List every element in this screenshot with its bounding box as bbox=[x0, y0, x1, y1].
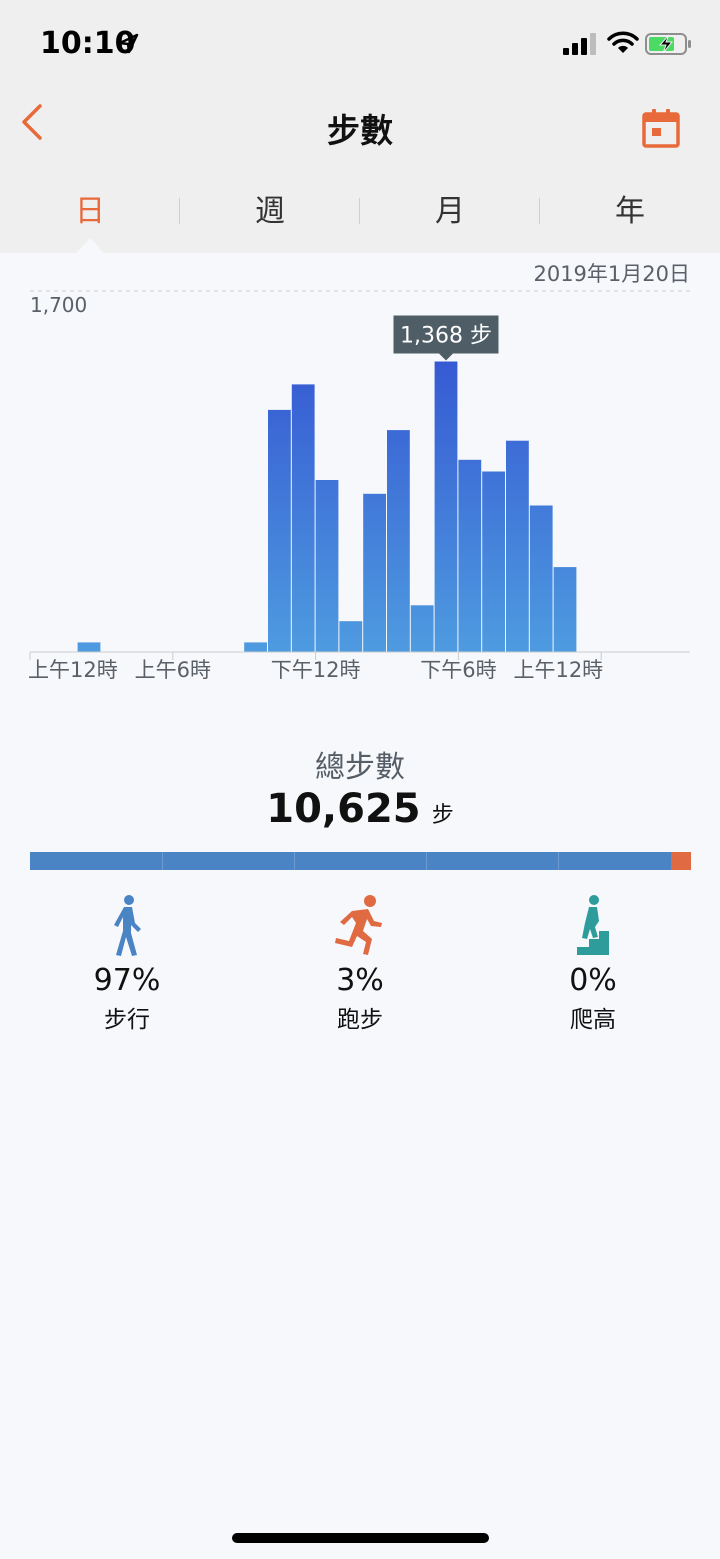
tab-month[interactable]: 月 bbox=[360, 182, 540, 242]
tab-day-label: 日 bbox=[75, 194, 105, 229]
nav-bar: 步數 bbox=[0, 90, 720, 170]
tooltip-arrow bbox=[439, 353, 453, 361]
total-steps-label: 總步數 bbox=[315, 750, 405, 785]
bar-hour-10[interactable] bbox=[268, 409, 291, 652]
climb-percent: 0% bbox=[569, 963, 617, 998]
battery-charging-icon bbox=[645, 33, 691, 55]
activity-climb: 0% 爬高 bbox=[493, 893, 693, 1034]
bar-hour-19[interactable] bbox=[482, 471, 505, 653]
bar-hour-11[interactable] bbox=[291, 384, 315, 652]
page-title: 步數 bbox=[327, 111, 393, 150]
tab-month-label: 月 bbox=[435, 194, 465, 229]
bar-hour-17[interactable] bbox=[434, 361, 458, 653]
walk-percent: 97% bbox=[93, 963, 161, 998]
total-steps-value: 10,625 bbox=[266, 786, 421, 832]
tab-year-label: 年 bbox=[615, 194, 645, 229]
running-person-icon bbox=[335, 895, 382, 955]
active-tab-pointer bbox=[76, 238, 104, 253]
location-arrow-icon bbox=[118, 33, 139, 54]
bar-hour-9[interactable] bbox=[244, 642, 267, 652]
x-tick-label: 上午6時 bbox=[135, 658, 211, 682]
x-tick-label: 下午6時 bbox=[420, 658, 496, 682]
tab-divider bbox=[539, 198, 540, 224]
tab-week-label: 週 bbox=[255, 194, 285, 229]
tab-year[interactable]: 年 bbox=[540, 182, 720, 242]
climb-label: 爬高 bbox=[570, 1007, 616, 1033]
bar-hour-15[interactable] bbox=[387, 430, 410, 652]
chevron-left-icon[interactable] bbox=[18, 102, 48, 142]
tooltip-value: 1,368 步 bbox=[400, 324, 492, 349]
activity-run: 3% 跑步 bbox=[260, 893, 460, 1034]
total-steps-row: 10,625 步 bbox=[0, 786, 720, 832]
y-tick-label-max: 1,700 bbox=[30, 293, 87, 317]
bar-hour-18[interactable] bbox=[458, 459, 482, 652]
run-segment bbox=[671, 852, 691, 870]
segment-tick bbox=[558, 852, 559, 870]
x-tick-label: 上午12時 bbox=[513, 658, 603, 682]
status-bar: 10:10 bbox=[0, 0, 720, 90]
walk-label: 步行 bbox=[104, 1007, 150, 1033]
tab-divider bbox=[359, 198, 360, 224]
x-tick-label: 上午12時 bbox=[28, 658, 118, 682]
period-tabs: 日 週 月 年 bbox=[0, 182, 720, 242]
run-percent: 3% bbox=[336, 963, 384, 998]
tab-week[interactable]: 週 bbox=[180, 182, 360, 242]
bar-hour-21[interactable] bbox=[529, 505, 553, 653]
steps-bar-chart[interactable]: 1,700 上午12時 上午6時 下午12時 下午6時 上午12時 1,368 步 bbox=[0, 285, 720, 705]
activity-split-bar bbox=[30, 852, 691, 870]
bar-hour-16[interactable] bbox=[410, 605, 434, 652]
calendar-icon[interactable] bbox=[642, 108, 680, 148]
header-area: 10:10 步數 bbox=[0, 0, 720, 253]
cellular-signal-icon bbox=[563, 33, 596, 55]
bar-hour-14[interactable] bbox=[363, 493, 386, 652]
walk-segment bbox=[30, 852, 672, 870]
home-indicator[interactable] bbox=[232, 1533, 489, 1543]
chart-tooltip: 1,368 步 bbox=[393, 315, 499, 361]
wifi-icon bbox=[607, 31, 639, 53]
x-tick-label: 下午12時 bbox=[271, 658, 361, 682]
bar-hour-22[interactable] bbox=[553, 567, 577, 652]
tooltip-box bbox=[393, 315, 499, 354]
segment-tick bbox=[294, 852, 295, 870]
run-label: 跑步 bbox=[337, 1007, 383, 1033]
bar-hour-20[interactable] bbox=[506, 440, 529, 652]
total-steps-unit: 步 bbox=[431, 803, 454, 828]
climbing-stairs-icon bbox=[577, 895, 609, 955]
walking-person-icon bbox=[114, 895, 141, 956]
segment-tick bbox=[162, 852, 163, 870]
activity-walk: 97% 步行 bbox=[27, 893, 227, 1034]
tab-day[interactable]: 日 bbox=[0, 182, 180, 242]
chart-date: 2019年1月20日 bbox=[533, 262, 690, 286]
segment-tick bbox=[426, 852, 427, 870]
bar-hour-2[interactable] bbox=[77, 642, 101, 652]
bar-hour-12[interactable] bbox=[315, 480, 339, 652]
bar-hour-13[interactable] bbox=[339, 621, 363, 652]
tab-divider bbox=[179, 198, 180, 224]
